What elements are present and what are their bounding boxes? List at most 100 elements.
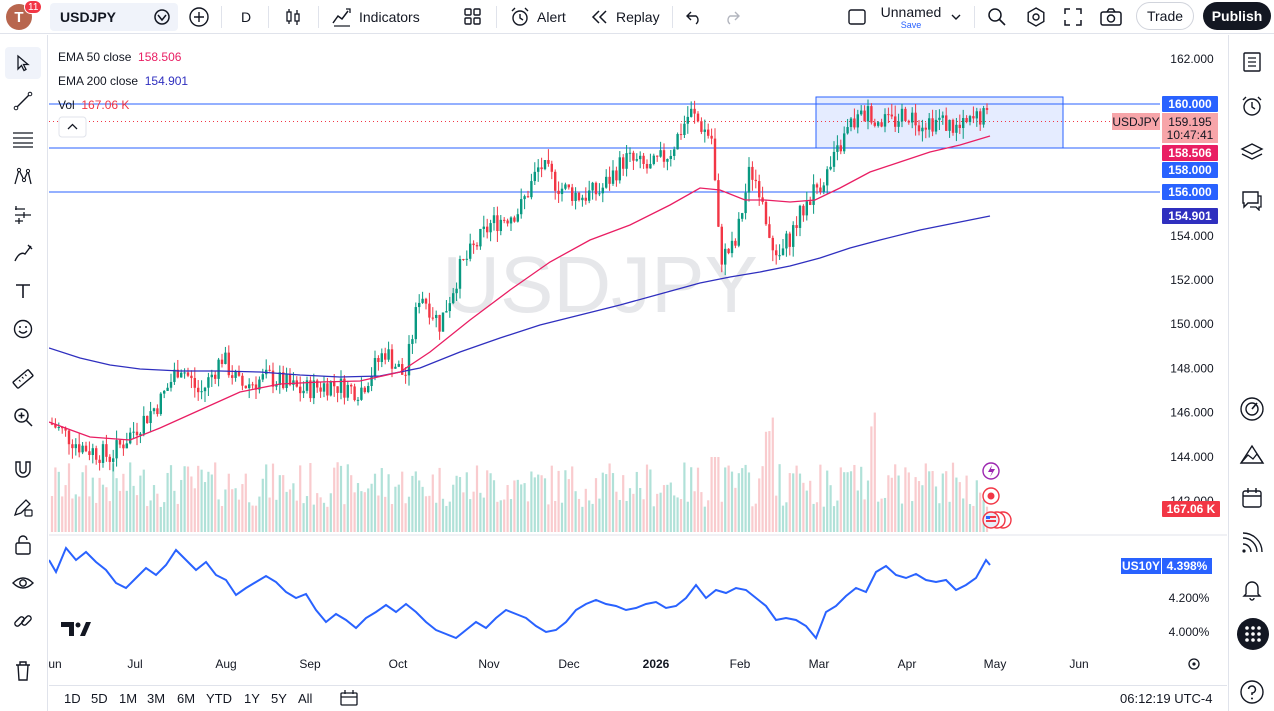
pattern-icon	[14, 167, 32, 185]
ema50-legend[interactable]: EMA 50 close 158.506	[58, 45, 188, 69]
ideas-button[interactable]	[1235, 438, 1269, 472]
volume-bar	[571, 466, 574, 532]
volume-legend[interactable]: Vol 167.06 K	[58, 93, 188, 117]
layout-toggle[interactable]	[847, 0, 867, 34]
volume-bar	[132, 485, 135, 532]
news-event-icon[interactable]	[982, 487, 1000, 505]
economic-event-flags-icon[interactable]	[982, 511, 1012, 529]
candle-body	[159, 393, 162, 415]
clock-timezone[interactable]: 06:12:19 UTC-4	[1120, 691, 1213, 706]
date-range-button[interactable]	[339, 689, 359, 710]
add-symbol-button[interactable]	[188, 0, 210, 34]
candle-body	[407, 343, 411, 376]
settings-button[interactable]	[1025, 0, 1047, 34]
templates-button[interactable]	[463, 0, 483, 34]
cursor-tool[interactable]	[5, 47, 41, 79]
indicators-button[interactable]: Indicators	[331, 0, 420, 34]
volume-bar	[492, 480, 496, 532]
interval-button[interactable]: D	[241, 0, 251, 34]
target-button[interactable]	[1235, 392, 1269, 426]
symbol-price-tag: USDJPY	[1112, 113, 1160, 130]
broadcast-button[interactable]	[1235, 526, 1269, 560]
layout-menu-chevron[interactable]	[950, 0, 962, 34]
apps-button[interactable]	[1237, 618, 1269, 650]
range-button-5d[interactable]: 5D	[91, 691, 108, 706]
candle-body	[829, 166, 832, 170]
volume-bar	[567, 479, 570, 532]
ruler-tool[interactable]	[5, 363, 41, 395]
symbol-watermark: USDJPY	[442, 240, 758, 329]
eye-tool[interactable]	[5, 567, 41, 599]
volume-bar	[295, 500, 298, 532]
time-axis-settings-icon[interactable]	[1188, 658, 1200, 670]
link-tool[interactable]	[5, 605, 41, 637]
range-button-all[interactable]: All	[298, 691, 313, 706]
snapshot-button[interactable]	[1099, 0, 1123, 34]
range-button-5y[interactable]: 5Y	[271, 691, 287, 706]
replay-button[interactable]: Replay	[590, 0, 660, 34]
undo-button[interactable]	[685, 0, 703, 34]
publish-button[interactable]: Publish	[1203, 2, 1271, 30]
chart-canvas[interactable]: USDJPY 162.000 154.000 152.000 150.000 148.0…	[49, 35, 1227, 685]
range-button-3m[interactable]: 3M	[147, 691, 166, 706]
alert-button[interactable]: Alert	[509, 0, 566, 34]
candle-body	[319, 387, 322, 392]
help-button[interactable]	[1235, 675, 1269, 709]
volume-bar	[955, 477, 958, 532]
volume-bar	[350, 475, 353, 532]
notifications-button[interactable]	[1235, 572, 1269, 606]
candle-body	[897, 121, 900, 127]
zoom-tool[interactable]	[5, 401, 41, 433]
time-tick: Jun	[49, 657, 62, 671]
volume-bar	[713, 457, 717, 532]
candle-body	[523, 196, 526, 200]
layout-name-button[interactable]: Unnamed Save	[880, 0, 942, 34]
volume-bar	[390, 503, 394, 532]
text-tool[interactable]	[5, 275, 41, 307]
price-axis[interactable]: 162.000 154.000 152.000 150.000 148.000 146.0…	[1112, 52, 1220, 639]
candle-body	[370, 376, 373, 387]
calendar-button[interactable]	[1235, 481, 1269, 515]
earnings-event-icon[interactable]	[982, 462, 1000, 480]
redo-button[interactable]	[723, 0, 741, 34]
compare-icon[interactable]	[152, 0, 172, 34]
range-button-1d[interactable]: 1D	[64, 691, 81, 706]
lock-tool[interactable]	[5, 529, 41, 561]
magnet-tool[interactable]	[5, 453, 41, 485]
volume-bar	[700, 492, 703, 532]
candle-body	[628, 152, 632, 154]
fib-tool[interactable]	[5, 123, 41, 155]
layers-button[interactable]	[1235, 135, 1269, 169]
trade-button[interactable]: Trade	[1136, 2, 1194, 30]
plus-circle-icon	[189, 7, 209, 27]
alerts-button[interactable]	[1235, 89, 1269, 123]
volume-bar	[258, 496, 261, 532]
symbol-search[interactable]: USDJPY	[50, 3, 178, 31]
lock-drawing-tool[interactable]	[5, 491, 41, 523]
time-axis[interactable]: Jun Jul Aug Sep Oct Nov Dec 2026 Feb Mar Apr May Jun	[49, 657, 1089, 671]
range-button-1y[interactable]: 1Y	[244, 691, 260, 706]
ema200-legend[interactable]: EMA 200 close 154.901	[58, 69, 188, 93]
quick-search-button[interactable]	[986, 0, 1008, 34]
volume-bar	[792, 473, 795, 532]
volume-bar	[724, 467, 727, 532]
volume-bar	[166, 472, 169, 532]
trash-tool[interactable]	[5, 655, 41, 687]
fullscreen-button[interactable]	[1063, 0, 1083, 34]
range-button-ytd[interactable]: YTD	[206, 691, 232, 706]
watchlist-button[interactable]	[1235, 45, 1269, 79]
volume-bar	[618, 499, 621, 532]
collapse-legend-button[interactable]	[58, 116, 87, 138]
chart-type-button[interactable]	[283, 0, 303, 34]
range-button-1m[interactable]: 1M	[119, 691, 138, 706]
trend-line-tool[interactable]	[5, 85, 41, 117]
time-tick: Sep	[299, 657, 321, 671]
fib-icon	[13, 132, 33, 148]
pattern-tool[interactable]	[5, 161, 41, 193]
emoji-tool[interactable]	[5, 313, 41, 345]
brush-tool[interactable]	[5, 237, 41, 269]
forecast-tool[interactable]	[5, 199, 41, 231]
ema50-legend-label: EMA 50 close	[58, 50, 132, 64]
chat-button[interactable]	[1235, 183, 1269, 217]
range-button-6m[interactable]: 6M	[177, 691, 196, 706]
